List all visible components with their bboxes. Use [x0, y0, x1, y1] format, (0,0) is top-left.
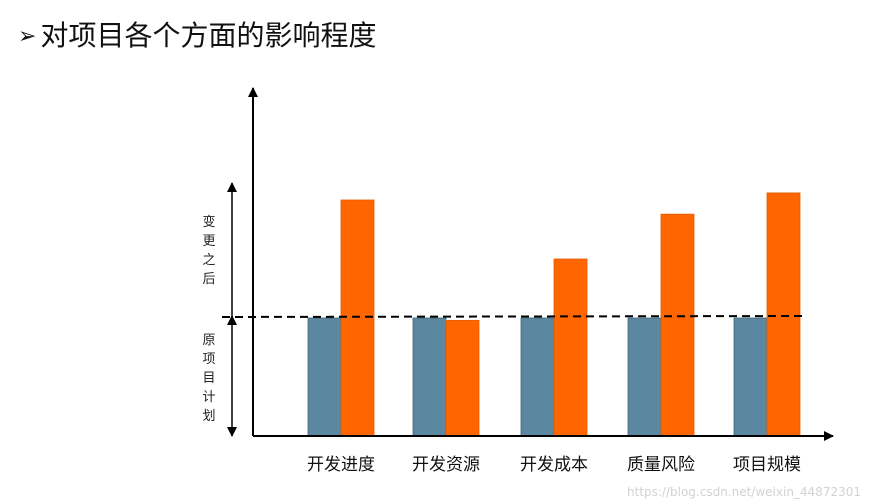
- bar-after-3: [553, 258, 588, 437]
- bar-after-5: [766, 192, 801, 437]
- x-tick-label: 项目规模: [733, 455, 801, 475]
- page-title-text: 对项目各个方面的影响程度: [40, 19, 377, 52]
- bar-baseline-2: [412, 317, 447, 437]
- reference-dashed-line: [221, 315, 804, 318]
- x-tick-label: 开发资源: [412, 455, 480, 475]
- bar-after-4: [660, 213, 695, 437]
- bar-after-2: [445, 319, 480, 437]
- original-plan-label: 原项目计划: [202, 333, 216, 424]
- x-tick-label: 开发进度: [307, 455, 375, 475]
- page-title: ➢ 对项目各个方面的影响程度: [18, 14, 376, 54]
- bar-baseline-1: [307, 317, 342, 437]
- bars-group: [307, 192, 801, 437]
- bar-baseline-3: [520, 317, 555, 437]
- bar-after-1: [340, 199, 375, 437]
- bar-baseline-4: [627, 317, 662, 437]
- x-tick-labels: 开发进度 开发资源 开发成本 质量风险 项目规模: [307, 455, 801, 475]
- watermark: https://blog.csdn.net/weixin_44872301: [626, 485, 861, 499]
- after-change-label: 变更之后: [202, 215, 216, 287]
- x-tick-label: 质量风险: [627, 455, 695, 475]
- arrow-bullet-icon: ➢: [18, 24, 37, 49]
- bar-baseline-5: [733, 317, 768, 437]
- x-tick-label: 开发成本: [520, 455, 588, 475]
